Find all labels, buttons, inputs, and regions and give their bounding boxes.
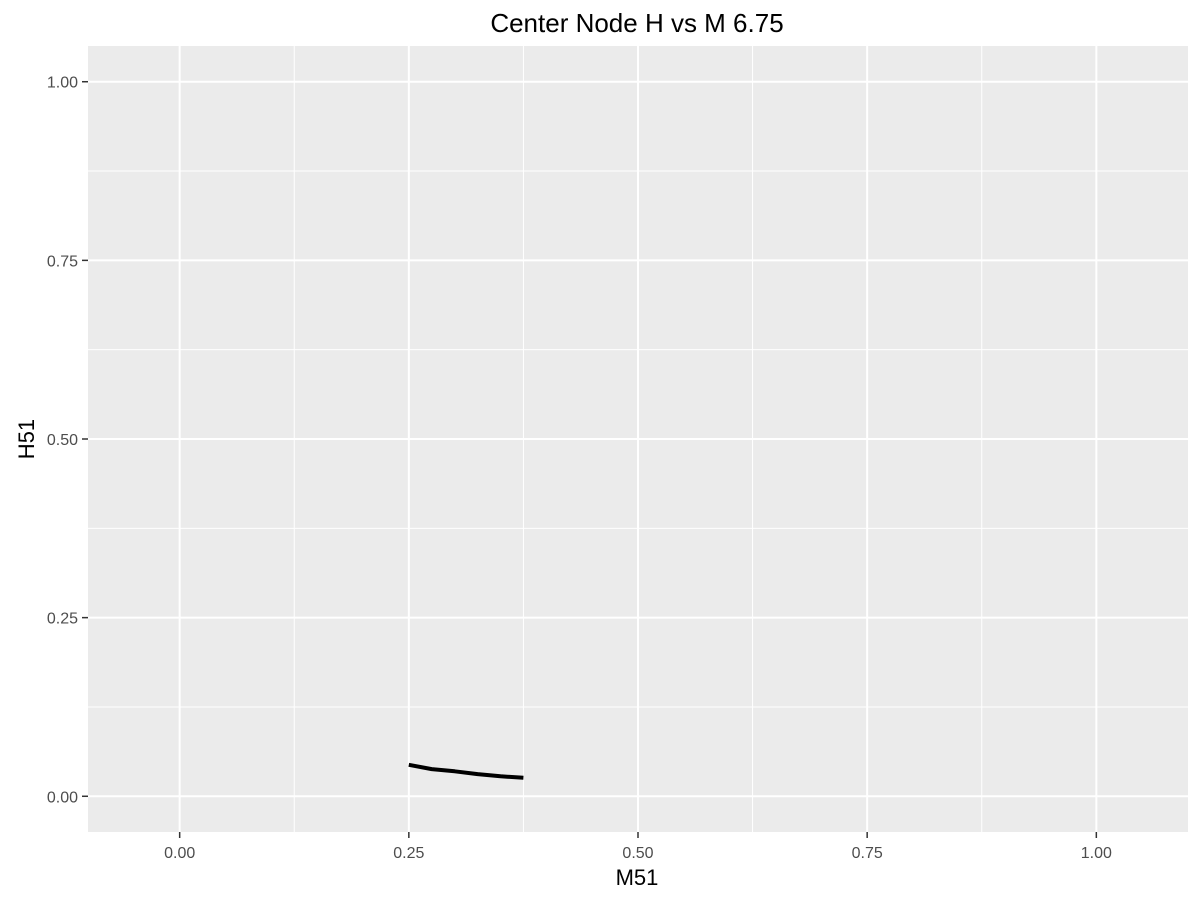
y-tick-label: 0.00 <box>47 789 78 806</box>
y-tick-label: 0.25 <box>47 611 78 628</box>
x-tick-label: 0.25 <box>393 845 424 862</box>
series-layer <box>408 762 524 780</box>
x-axis-title: M51 <box>616 865 659 890</box>
x-tick-label: 0.50 <box>622 845 653 862</box>
y-tick-label: 0.75 <box>47 253 78 270</box>
major-gridlines <box>88 46 1188 832</box>
x-tick-label: 0.75 <box>852 845 883 862</box>
y-axis-title: H51 <box>14 419 39 459</box>
y-tick-label: 0.50 <box>47 432 78 449</box>
chart-title: Center Node H vs M 6.75 <box>490 8 783 38</box>
y-axis: 0.00 0.25 0.50 0.75 1.00 <box>47 75 88 806</box>
y-tick-label: 1.00 <box>47 75 78 92</box>
series-line <box>408 762 524 780</box>
x-tick-label: 1.00 <box>1081 845 1112 862</box>
x-tick-label: 0.00 <box>164 845 195 862</box>
x-axis: 0.00 0.25 0.50 0.75 1.00 <box>164 832 1112 862</box>
